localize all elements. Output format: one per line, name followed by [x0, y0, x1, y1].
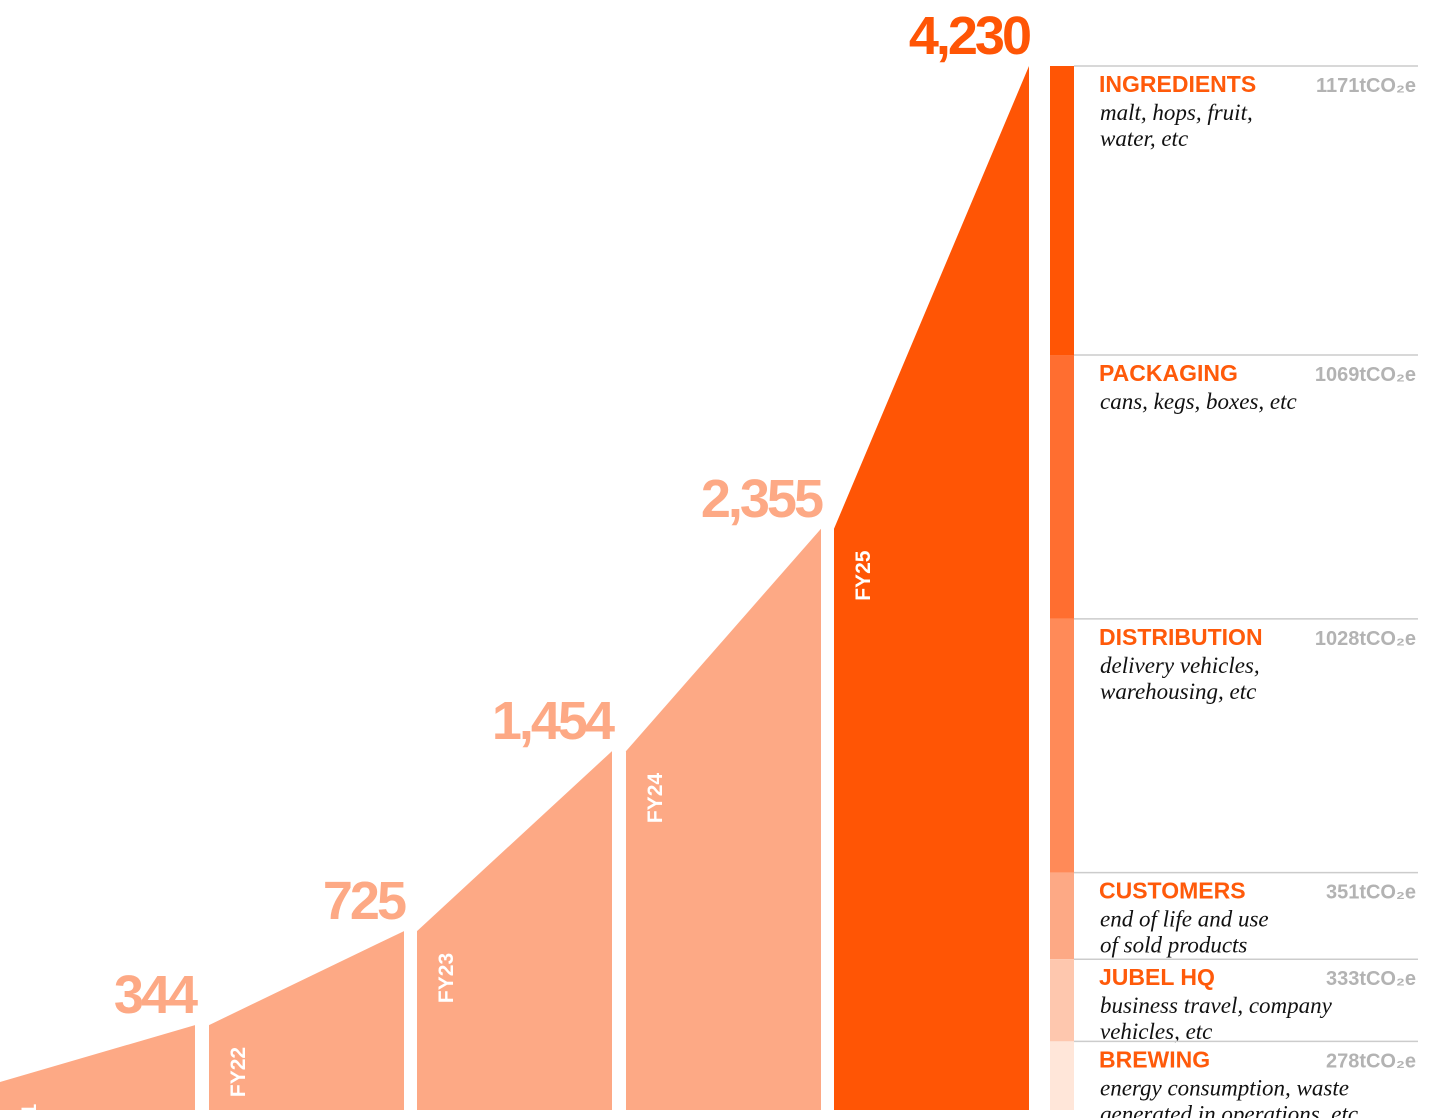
- segment-title-customers: CUSTOMERS: [1099, 878, 1246, 904]
- value-label-fy23: 1,454: [492, 691, 615, 751]
- bar-fy23: [417, 751, 612, 1110]
- segment-description-ingredients: water, etc: [1100, 126, 1188, 151]
- segment-description-ingredients: malt, hops, fruit,: [1100, 100, 1253, 125]
- segment-bar-ingredients: [1050, 66, 1074, 356]
- segment-value-customers: 351tCO₂e: [1326, 882, 1416, 904]
- segment-title-distribution: DISTRIBUTION: [1099, 624, 1263, 650]
- segment-bar-brewing: [1050, 1041, 1074, 1110]
- bar-fy21: [0, 1025, 195, 1110]
- segment-value-distribution: 1028tCO₂e: [1315, 628, 1416, 650]
- bar-fy24: [626, 528, 821, 1110]
- segment-description-packaging: cans, kegs, boxes, etc: [1100, 389, 1297, 414]
- segment-description-brewing: energy consumption, waste: [1100, 1075, 1349, 1100]
- value-label-fy25: 4,230: [909, 6, 1030, 66]
- segment-description-distribution: warehousing, etc: [1100, 679, 1256, 704]
- segment-value-jubel-hq: 333tCO₂e: [1326, 968, 1416, 990]
- value-label-fy24: 2,355: [701, 469, 823, 529]
- yearly-bars: FY21 344 FY22 725 FY23 1,454 FY24 2,355 FY25 4,23…: [0, 6, 1033, 1118]
- segment-description-customers: of sold products: [1100, 933, 1247, 958]
- segment-title-jubel-hq: JUBEL HQ: [1099, 964, 1215, 990]
- category-label-fy22: FY22: [227, 1047, 250, 1097]
- segment-value-packaging: 1069tCO₂e: [1315, 364, 1416, 386]
- segment-title-ingredients: INGREDIENTS: [1099, 71, 1256, 97]
- category-label-fy23: FY23: [435, 953, 458, 1003]
- segment-title-packaging: PACKAGING: [1099, 360, 1238, 386]
- category-label-fy25: FY25: [852, 550, 875, 601]
- segment-description-distribution: delivery vehicles,: [1100, 653, 1260, 678]
- bar-fy25: [834, 66, 1029, 1110]
- segment-bar-customers: [1050, 872, 1074, 960]
- segment-description-customers: end of life and use: [1100, 907, 1269, 932]
- segment-description-jubel-hq: business travel, company: [1100, 993, 1333, 1018]
- segment-value-ingredients: 1171tCO₂e: [1316, 75, 1416, 97]
- value-label-fy21: 344: [114, 965, 198, 1025]
- segment-description-jubel-hq: vehicles, etc: [1100, 1019, 1212, 1044]
- segment-value-brewing: 278tCO₂e: [1326, 1050, 1416, 1072]
- value-label-fy22: 725: [323, 871, 406, 931]
- segment-bar-packaging: [1050, 355, 1074, 619]
- segment-bar-jubel-hq: [1050, 959, 1074, 1042]
- segment-title-brewing: BREWING: [1099, 1046, 1210, 1072]
- bar-fy22: [209, 931, 404, 1110]
- category-label-fy21: FY21: [18, 1103, 41, 1118]
- category-label-fy24: FY24: [644, 773, 667, 824]
- segment-bar-distribution: [1050, 618, 1074, 873]
- segment-description-brewing: generated in operations, etc: [1100, 1101, 1358, 1118]
